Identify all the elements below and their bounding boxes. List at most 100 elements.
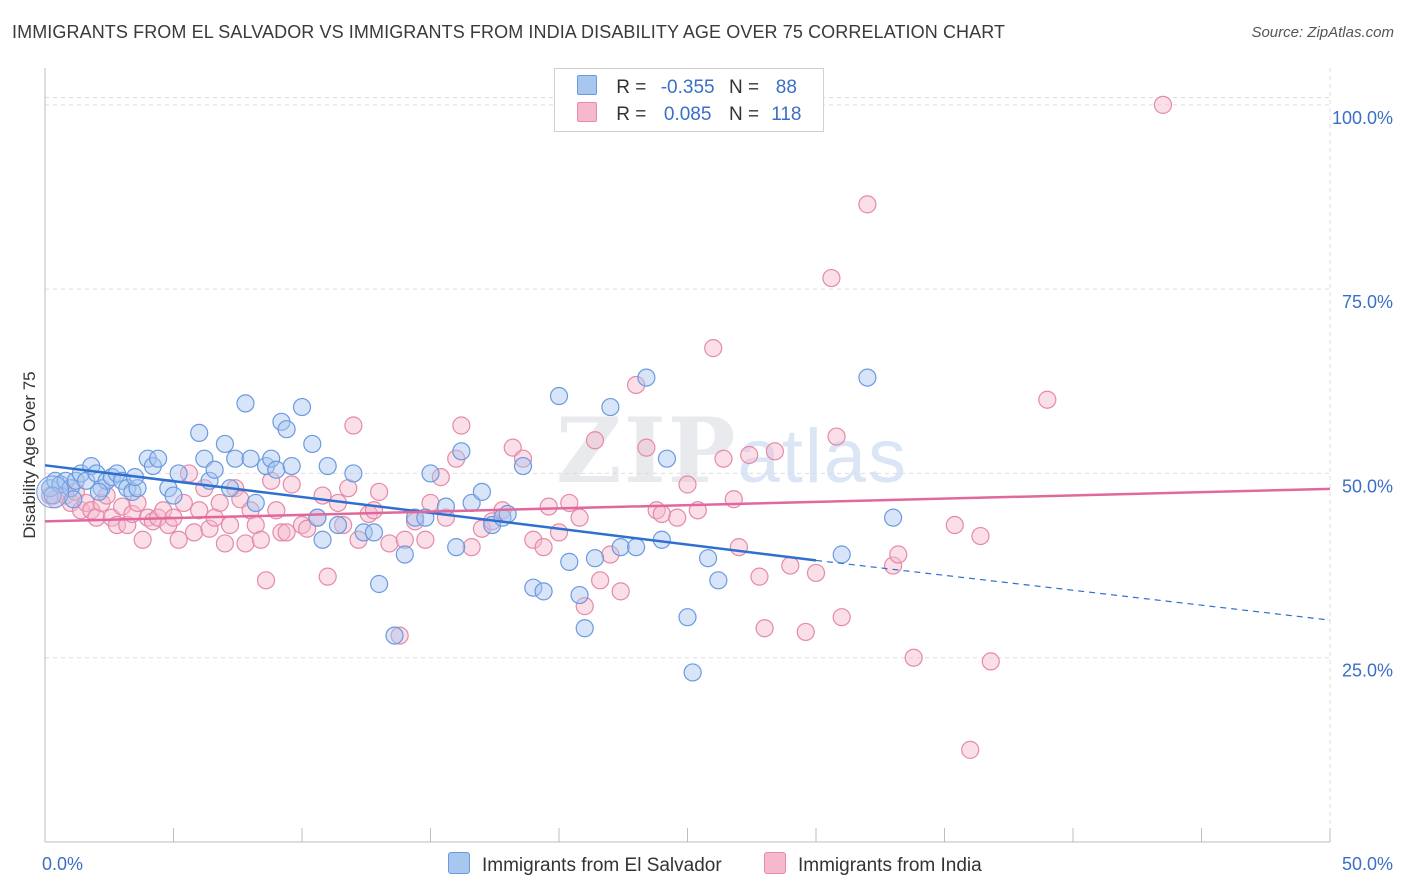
el-salvador-point <box>328 515 348 535</box>
x-tick-label: 50.0% <box>1342 854 1393 874</box>
india-point <box>380 534 399 553</box>
india-point <box>174 493 193 513</box>
el-salvador-point <box>241 449 260 468</box>
india-point <box>591 571 610 590</box>
el-salvador-point <box>43 486 62 505</box>
el-salvador-point <box>626 538 646 557</box>
el-salvador-point <box>303 434 322 454</box>
el-salvador-trend-extension <box>815 559 1331 621</box>
tick-labels: 25.0% 50.0% 75.0% 100.0% 0.0% 50.0% Disability… <box>20 108 1393 874</box>
india-point <box>220 515 240 535</box>
india-point <box>781 556 800 575</box>
bottom-legend-el-salvador[interactable]: Immigrants from El Salvador <box>448 852 722 876</box>
el-salvador-point <box>226 449 245 468</box>
el-salvador-point <box>534 582 553 601</box>
el-salvador-point <box>262 449 281 468</box>
india-point <box>575 597 594 616</box>
watermark: ZIPatlas <box>556 398 909 504</box>
el-salvador-point <box>524 578 543 597</box>
india-point <box>549 523 569 542</box>
india-point <box>832 608 851 627</box>
legend-n-value: 118 <box>771 104 802 125</box>
el-salvador-point <box>292 397 312 417</box>
india-point <box>1038 390 1057 409</box>
india-point <box>184 523 204 542</box>
india-point <box>128 493 147 513</box>
india-point <box>133 530 152 549</box>
india-point <box>714 449 733 468</box>
legend-row-el-salvador: R = -0.355 N = 88 <box>577 75 808 99</box>
el-salvador-point <box>472 482 491 501</box>
india-point <box>256 571 276 590</box>
legend-swatch-pink <box>577 102 597 122</box>
el-salvador-point <box>354 523 373 542</box>
india-point <box>601 545 620 564</box>
india-point <box>190 501 209 520</box>
india-point <box>740 445 759 465</box>
india-point <box>611 582 630 601</box>
el-salvador-point <box>447 538 466 557</box>
el-salvador-point <box>575 619 594 638</box>
el-salvador-point <box>128 479 147 498</box>
axes <box>44 68 1331 843</box>
india-point <box>200 519 219 538</box>
el-salvador-point <box>364 523 384 542</box>
india-trend-line <box>44 487 1331 523</box>
india-point <box>678 475 697 494</box>
el-salvador-point <box>89 482 109 501</box>
india-point <box>729 538 749 557</box>
legend-n-label: N = <box>728 77 760 98</box>
el-salvador-point <box>344 464 363 483</box>
y-axis-label: Disability Age Over 75 <box>20 371 39 538</box>
india-point <box>539 497 558 516</box>
y-tick-label: 50.0% <box>1342 476 1393 496</box>
x-tick-label: 0.0% <box>42 854 83 874</box>
el-salvador-point <box>205 460 224 479</box>
legend-label: Immigrants from El Salvador <box>482 855 722 876</box>
el-salvador-point <box>832 545 851 564</box>
el-salvador-point <box>601 397 620 417</box>
el-salvador-point <box>611 538 630 557</box>
india-point <box>796 622 815 642</box>
india-point <box>334 515 353 535</box>
india-point <box>570 508 589 527</box>
india-point <box>344 416 363 435</box>
el-salvador-point <box>657 449 677 468</box>
india-point <box>462 538 481 557</box>
india-point <box>210 493 229 513</box>
india-point <box>390 626 409 645</box>
india-point <box>1153 95 1173 114</box>
legend-row-india: R = 0.085 N = 118 <box>577 102 808 126</box>
legend-swatch-blue <box>577 75 597 95</box>
india-point <box>513 449 533 468</box>
bottom-legend-india[interactable]: Immigrants from India <box>764 852 982 876</box>
el-salvador-point <box>858 368 877 387</box>
india-point <box>585 431 605 450</box>
el-salvador-point <box>549 386 569 406</box>
india-point <box>524 530 543 549</box>
legend-n-label: N = <box>728 104 760 125</box>
india-point <box>318 567 337 586</box>
india-point <box>236 534 255 553</box>
trend-lines <box>44 464 1331 621</box>
india-point <box>395 530 414 549</box>
el-salvador-point <box>277 420 296 439</box>
el-salvador-point <box>308 508 327 527</box>
india-point <box>277 523 296 542</box>
india-point <box>112 497 132 516</box>
correlation-legend: R = -0.355 N = 88 R = 0.085 N = 118 <box>554 68 824 132</box>
india-point <box>452 416 471 435</box>
el-salvador-point <box>385 626 404 645</box>
el-salvador-point <box>585 549 605 568</box>
el-salvador-point <box>405 508 425 527</box>
el-salvador-point <box>370 574 389 594</box>
el-salvador-point <box>683 663 702 682</box>
y-tick-label: 25.0% <box>1342 661 1393 681</box>
india-point <box>370 482 389 501</box>
el-salvador-cluster-point <box>36 475 70 509</box>
india-point <box>827 427 846 446</box>
legend-r-value: -0.355 <box>660 77 715 98</box>
y-tick-label: 100.0% <box>1332 108 1393 128</box>
india-point <box>215 534 234 553</box>
